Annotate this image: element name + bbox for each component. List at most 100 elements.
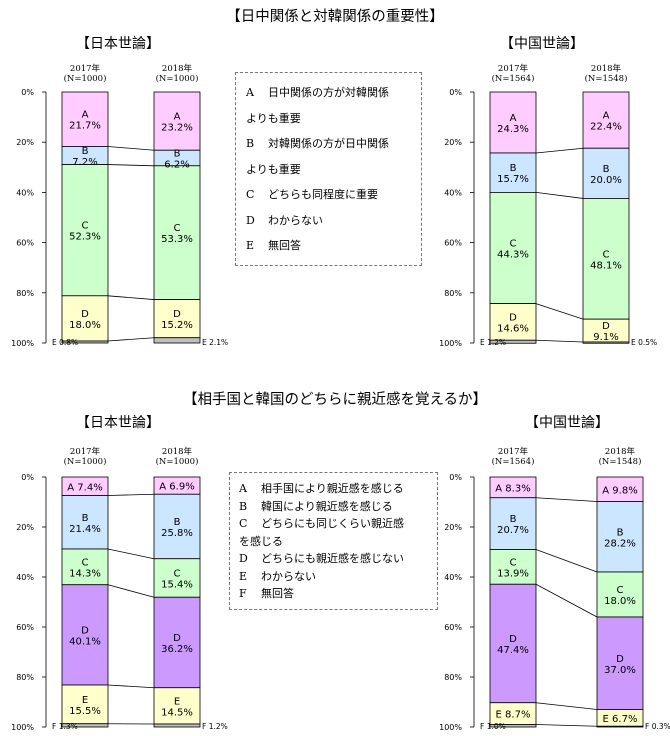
data-label: F 1.2%	[202, 722, 228, 731]
legend-item: C どちらにも同じくらい親近感	[239, 515, 404, 531]
legend-item: C どちらも同程度に重要	[246, 186, 378, 202]
data-label: C	[510, 557, 517, 568]
data-label: E	[82, 695, 88, 706]
bar-segment	[582, 147, 630, 199]
y-tick-label: 40%	[444, 188, 462, 197]
panel-title-bottom-right: 【中国世論】	[525, 415, 609, 431]
data-label: 52.3%	[69, 232, 101, 243]
data-label: 20.7%	[497, 525, 529, 536]
y-tick-label: 60%	[16, 623, 34, 632]
data-label: D	[81, 625, 89, 636]
legend-item: E 無回答	[246, 237, 301, 253]
connector-line	[107, 548, 155, 560]
chart-panel: 0%20%40%60%80%100%A24.3%B15.7%C44.3%D14.…	[439, 88, 657, 348]
data-label: B	[174, 517, 181, 528]
connector-line	[535, 497, 598, 502]
data-label: E 8.7%	[496, 710, 531, 721]
data-label: 40.1%	[69, 636, 101, 647]
data-label: C	[603, 249, 610, 260]
y-tick-label: 100%	[11, 339, 34, 348]
bar-segment	[489, 497, 537, 550]
legend-text: わからない	[268, 213, 323, 227]
category-label: 2018年	[604, 447, 636, 457]
y-tick-label: 20%	[16, 138, 34, 147]
legend-item: A 日中関係の方が対韓関係	[246, 84, 389, 100]
legend-text: 対韓関係の方が日中関係	[268, 137, 389, 150]
bar-segment	[61, 684, 109, 725]
legend-text: 無回答	[268, 239, 301, 252]
connector-line	[535, 192, 584, 199]
category-label: (N=1000)	[63, 74, 107, 84]
bar-segment	[489, 191, 537, 304]
data-label: B	[510, 514, 517, 525]
bar-segment	[153, 687, 201, 725]
category-label: 2018年	[161, 447, 193, 457]
data-label: E 2.1%	[202, 338, 228, 347]
legend-key: E	[239, 569, 248, 583]
data-label: 18.0%	[69, 320, 101, 331]
data-label: 44.3%	[497, 249, 529, 260]
legend-text: よりも重要	[246, 162, 301, 176]
y-tick-label: 20%	[444, 138, 462, 147]
data-label: 9.1%	[593, 332, 618, 343]
category-label: (N=1000)	[63, 457, 107, 467]
legend-box-section2	[229, 472, 438, 610]
legend-item: よりも重要	[246, 110, 301, 126]
data-label: A	[510, 113, 517, 124]
legend-box-section1	[235, 72, 422, 266]
connector-line	[535, 339, 584, 343]
connector-line	[535, 147, 584, 154]
data-label: A	[174, 112, 181, 123]
legend-key: E	[246, 239, 255, 252]
bar-segment	[596, 571, 644, 618]
data-label: E 6.7%	[603, 714, 638, 725]
data-label: 36.2%	[161, 644, 193, 655]
data-label: F 1.3%	[52, 722, 78, 731]
section1-title: 【日中関係と対韓関係の重要性】	[226, 9, 444, 25]
connector-line	[107, 164, 155, 167]
bar-segment	[61, 340, 109, 344]
y-tick-label: 60%	[16, 239, 34, 248]
bar-segment	[489, 339, 537, 344]
category-label: 2018年	[161, 64, 193, 74]
legend-item: A 相手国により親近感を感じる	[239, 480, 404, 496]
data-label: 7.2%	[72, 157, 97, 168]
data-label: A 9.8%	[602, 485, 637, 496]
data-label: D	[509, 312, 517, 323]
data-label: D	[173, 309, 181, 320]
data-label: 37.0%	[604, 665, 636, 676]
data-label: E	[174, 696, 180, 707]
data-label: 18.0%	[604, 596, 636, 607]
data-label: A	[82, 110, 89, 121]
data-label: C	[174, 569, 181, 580]
y-tick-label: 80%	[444, 289, 462, 298]
data-label: 15.5%	[69, 706, 101, 717]
data-label: D	[509, 634, 517, 645]
data-label: 21.7%	[69, 121, 101, 132]
bar-segment	[489, 549, 537, 585]
category-label: 2017年	[69, 64, 101, 74]
y-tick-label: 60%	[444, 623, 462, 632]
bar-segment	[61, 584, 109, 686]
y-tick-label: 0%	[21, 473, 34, 482]
bar-segment	[153, 493, 201, 560]
bar-segment	[582, 198, 630, 320]
legend-text: どちらにも親近感を感じない	[261, 552, 404, 565]
legend-key: C	[239, 517, 248, 530]
data-label: 15.2%	[161, 320, 193, 331]
bar-segment	[61, 295, 109, 342]
legend-key: A	[239, 482, 247, 495]
legend-text: どちらにも同じくらい親近感	[261, 517, 404, 530]
data-label: B	[174, 149, 181, 160]
y-tick-label: 0%	[449, 88, 462, 97]
data-label: A	[603, 111, 610, 122]
data-label: E 1.2%	[480, 338, 506, 347]
data-label: 13.9%	[497, 568, 529, 579]
y-tick-label: 100%	[439, 723, 462, 732]
bar-segment	[153, 337, 201, 344]
connector-line	[107, 493, 155, 496]
category-label: (N=1564)	[491, 74, 535, 84]
data-label: A 7.4%	[67, 482, 102, 493]
data-label: 14.6%	[497, 323, 529, 334]
data-label: 28.2%	[604, 538, 636, 549]
